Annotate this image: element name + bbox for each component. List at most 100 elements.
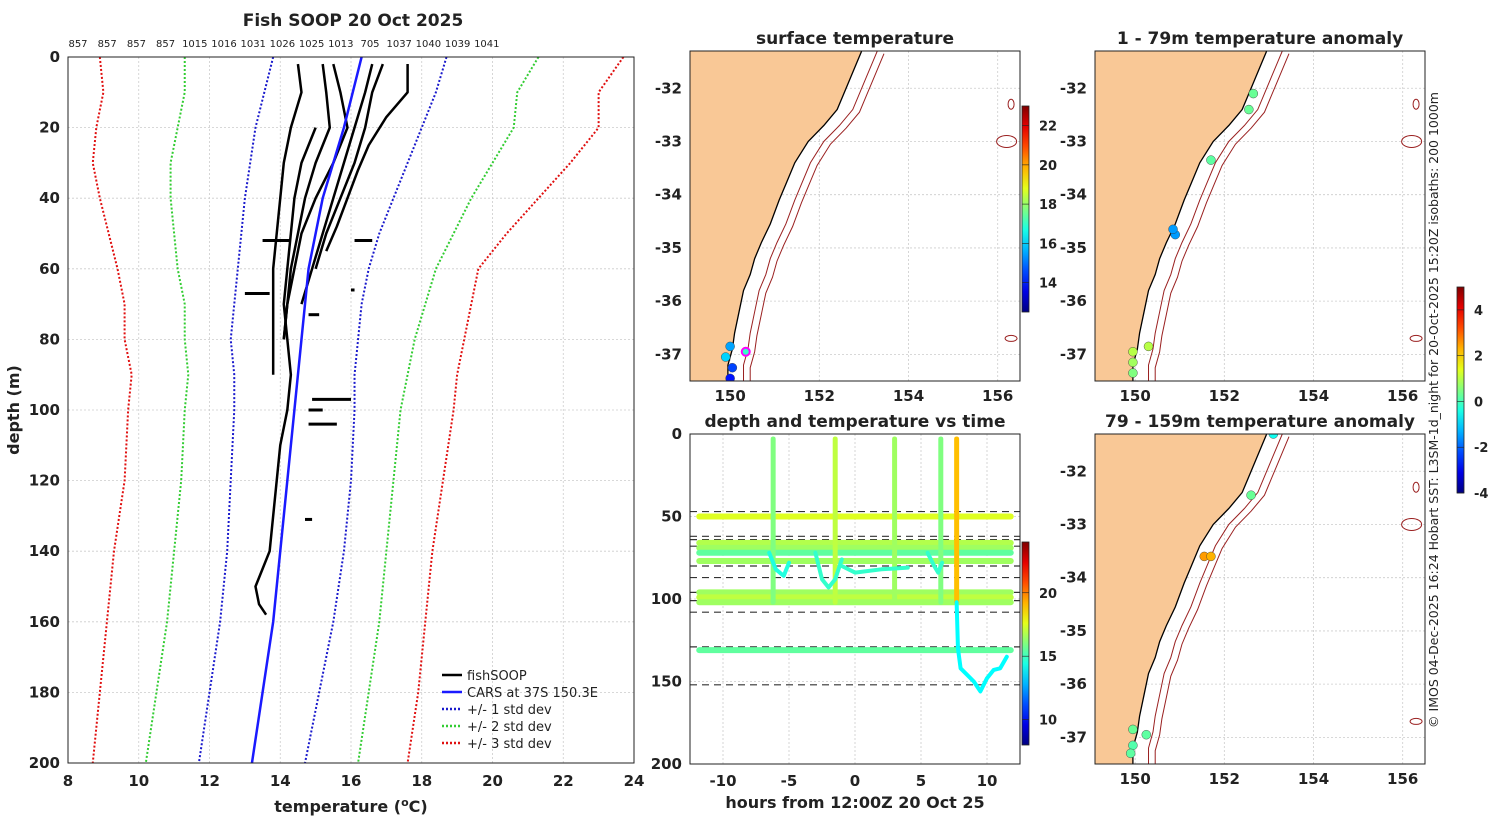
profile-ytick-label: 20: [39, 119, 60, 137]
colorbar-tick-label: 10: [1039, 714, 1057, 729]
map-frame: [689, 50, 1021, 382]
map-ytick-label: -35: [1060, 622, 1087, 640]
profile-top-label: 1037: [386, 39, 411, 50]
timeseries-ytick-label: 150: [651, 673, 682, 691]
timeseries-xlabel: hours from 12:00Z 20 Oct 25: [725, 793, 984, 812]
map-surface-colorbar: 14 16 18 20 22: [1021, 105, 1057, 313]
legend-label-cars: CARS at 37S 150.3E: [467, 686, 598, 701]
map-surface-plot: 150 152 154 156 -32 -33 -34 -35 -36 -37: [655, 50, 1021, 405]
map-anomaly2-title: 79 - 159m temperature anomaly: [1105, 412, 1415, 432]
map-data-point: [727, 362, 738, 373]
map-ytick-label: -33: [655, 132, 682, 150]
legend-label-fish: fishSOOP: [467, 669, 527, 684]
profile-ytick-label: 180: [29, 683, 60, 701]
map-xtick-label: 150: [1119, 387, 1150, 405]
timeseries-ytick-label: 50: [661, 508, 682, 526]
map-xtick-label: 156: [1387, 387, 1418, 405]
map-data-point: [1268, 434, 1279, 439]
profile-ytick-label: 100: [29, 401, 60, 419]
map-ytick-label: -33: [1060, 132, 1087, 150]
profile-ytick-label: 80: [39, 330, 60, 348]
map-land: [690, 51, 862, 381]
profile-fish-line: [254, 127, 317, 616]
profile-frame: [67, 56, 635, 764]
colorbar-tick-label: 20: [1039, 159, 1057, 174]
profile-ytick-label: 160: [29, 613, 60, 631]
profile-ytick-label: 140: [29, 542, 60, 560]
map-surface-title: surface temperature: [756, 29, 954, 49]
colorbar-tick-label: -4: [1474, 487, 1488, 502]
map-xtick-label: 154: [1298, 770, 1329, 788]
profile-fish-lines: [244, 63, 409, 616]
map-data-point: [1128, 357, 1138, 368]
map-isobath-1000: [1154, 53, 1290, 381]
profile-sd-line: [144, 57, 190, 763]
map-land: [1095, 434, 1267, 764]
map-data-point: [725, 373, 735, 381]
map-data-point: [1248, 88, 1259, 99]
profile-ytick-label: 40: [39, 189, 60, 207]
profile-ytick-label: 0: [50, 48, 60, 66]
profile-top-label: 857: [98, 39, 117, 50]
timeseries-xtick-label: 0: [850, 772, 860, 790]
map-data-point: [1143, 341, 1154, 352]
map-anomaly1-title: 1 - 79m temperature anomaly: [1117, 29, 1403, 49]
map-xtick-label: 154: [1298, 387, 1329, 405]
colorbar-gradient: [1021, 541, 1030, 746]
map-seamount: [1412, 481, 1420, 493]
profile-top-label: 1026: [270, 39, 295, 50]
map-xtick-label: 152: [1209, 387, 1240, 405]
map-data-point: [720, 352, 731, 362]
map-seamount: [1007, 98, 1015, 110]
profile-top-label: 1016: [211, 39, 236, 50]
profile-xtick-label: 24: [624, 772, 645, 790]
map-isobath-200: [743, 51, 878, 381]
profile-sd-line: [357, 57, 540, 763]
colorbar-tick-label: 2: [1474, 350, 1483, 365]
timeseries-excursion: [813, 550, 844, 590]
colorbar-gradient: [1456, 286, 1465, 494]
map-ytick-label: -33: [1060, 515, 1087, 533]
timeseries-ytick-label: 200: [651, 755, 682, 773]
colorbar-tick-label: 0: [1474, 395, 1483, 410]
map-seamount: [1409, 717, 1423, 725]
timeseries-title: depth and temperature vs time: [705, 412, 1006, 432]
profile-title: Fish SOOP 20 Oct 2025: [243, 11, 464, 31]
profile-fish-line: [271, 63, 303, 375]
profile-xtick-label: 20: [482, 772, 503, 790]
map-anomaly2-plot: 150 152 154 156 -32 -33 -34 -35 -36 -37: [1060, 433, 1426, 788]
map-ytick-label: -37: [655, 345, 682, 363]
colorbar-gradient: [1021, 105, 1030, 313]
map-seamount: [1004, 334, 1018, 342]
profile-ytick-label: 200: [29, 754, 60, 772]
timeseries-xtick-label: 5: [916, 772, 926, 790]
profile-sd-line: [304, 57, 448, 763]
timeseries-xtick-label: -10: [709, 772, 736, 790]
timeseries-ytick-label: 0: [672, 425, 682, 443]
credit-text: © IMOS 04-Dec-2025 16:24 Hobart SST: L3S…: [1426, 92, 1441, 728]
profile-cars-line: [250, 57, 363, 763]
map-coastline: [727, 51, 863, 381]
profile-legend: fishSOOP CARS at 37S 150.3E +/- 1 std de…: [442, 669, 598, 752]
profile-fish-line: [314, 63, 385, 270]
legend-label-sd1: +/- 1 std dev: [467, 703, 552, 718]
map-ytick-label: -34: [655, 186, 682, 204]
map-seamount: [1412, 98, 1420, 110]
profile-xtick-label: 22: [553, 772, 574, 790]
profile-ticks: 8 10 12 14 16 18 20 22 24 0 20 40 60 80 100 120 140 160 18…: [29, 48, 645, 790]
map-seamount: [1401, 517, 1423, 531]
timeseries-xtick-label: 10: [977, 772, 998, 790]
map-data-point: [1128, 724, 1138, 735]
profile-xtick-label: 16: [341, 772, 362, 790]
colorbar-tick-label: 14: [1039, 277, 1057, 292]
map-isobath-1000: [1154, 436, 1290, 764]
map-data-point: [1206, 551, 1216, 562]
map-data-point: [1244, 104, 1254, 115]
timeseries-excursion: [839, 564, 910, 575]
map-xtick-label: 150: [1119, 770, 1150, 788]
profile-top-label: 857: [156, 39, 175, 50]
profile-xtick-label: 10: [128, 772, 149, 790]
colorbar-tick-label: -2: [1474, 441, 1488, 456]
map-data-point: [1128, 740, 1138, 751]
profile-fish-line: [325, 64, 409, 252]
